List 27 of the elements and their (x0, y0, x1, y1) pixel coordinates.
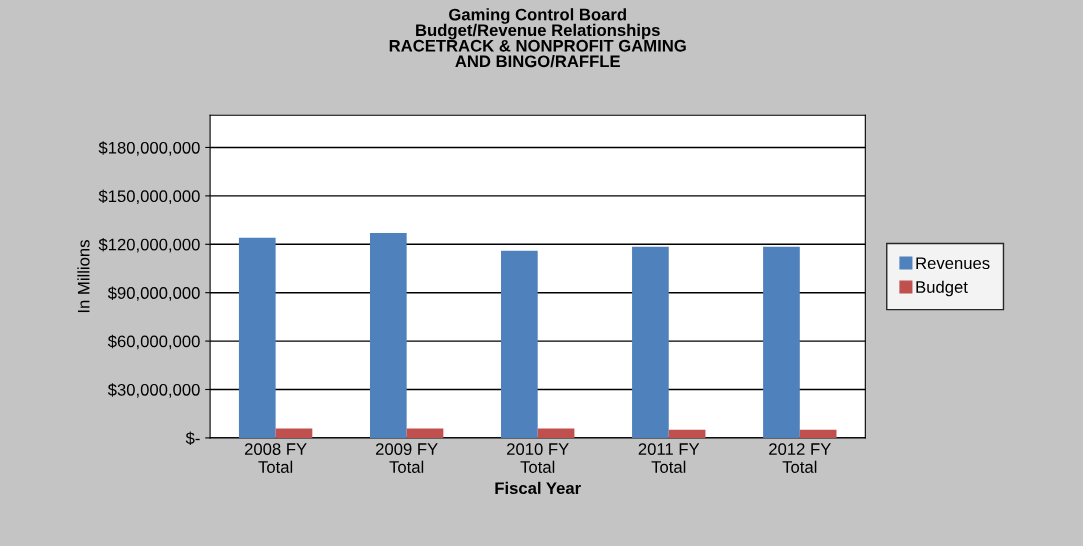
y-tick-label: $60,000,000 (107, 334, 200, 350)
bar (406, 428, 444, 438)
x-tick-label: 2008 FY Total (244, 443, 307, 473)
y-tick-label: $180,000,000 (98, 141, 200, 156)
x-tick-label: 2009 FY Total (376, 443, 438, 473)
x-tick-label: 2012 FY Total (769, 443, 831, 473)
y-tick-label: $90,000,000 (107, 286, 200, 301)
chart-title: Gaming Control Board Budget/Revenue Relationships RACETRACK & NONPROFIT GAMING AND BINGO/RAFFLE (389, 8, 686, 68)
y-axis-title: In Millions (77, 240, 90, 313)
x-tick-label: 2011 FY Total (638, 443, 700, 473)
y-tick-label: $30,000,000 (107, 383, 200, 398)
y-tick-label: $150,000,000 (98, 189, 200, 205)
bar (763, 246, 800, 438)
bar (632, 246, 669, 438)
legend-label: Revenues (916, 257, 990, 270)
bar (799, 429, 837, 438)
bar (501, 250, 538, 438)
x-tick-label: 2010 FY Total (507, 443, 569, 473)
bar (369, 232, 407, 438)
y-tick-label: $120,000,000 (98, 237, 200, 253)
legend-label: Budget (916, 280, 968, 297)
y-tick-label: $- (185, 431, 200, 446)
bar (537, 428, 575, 438)
x-axis-title: Fiscal Year (495, 481, 581, 495)
bar (275, 428, 313, 438)
bar (238, 237, 276, 438)
bar (668, 429, 706, 438)
